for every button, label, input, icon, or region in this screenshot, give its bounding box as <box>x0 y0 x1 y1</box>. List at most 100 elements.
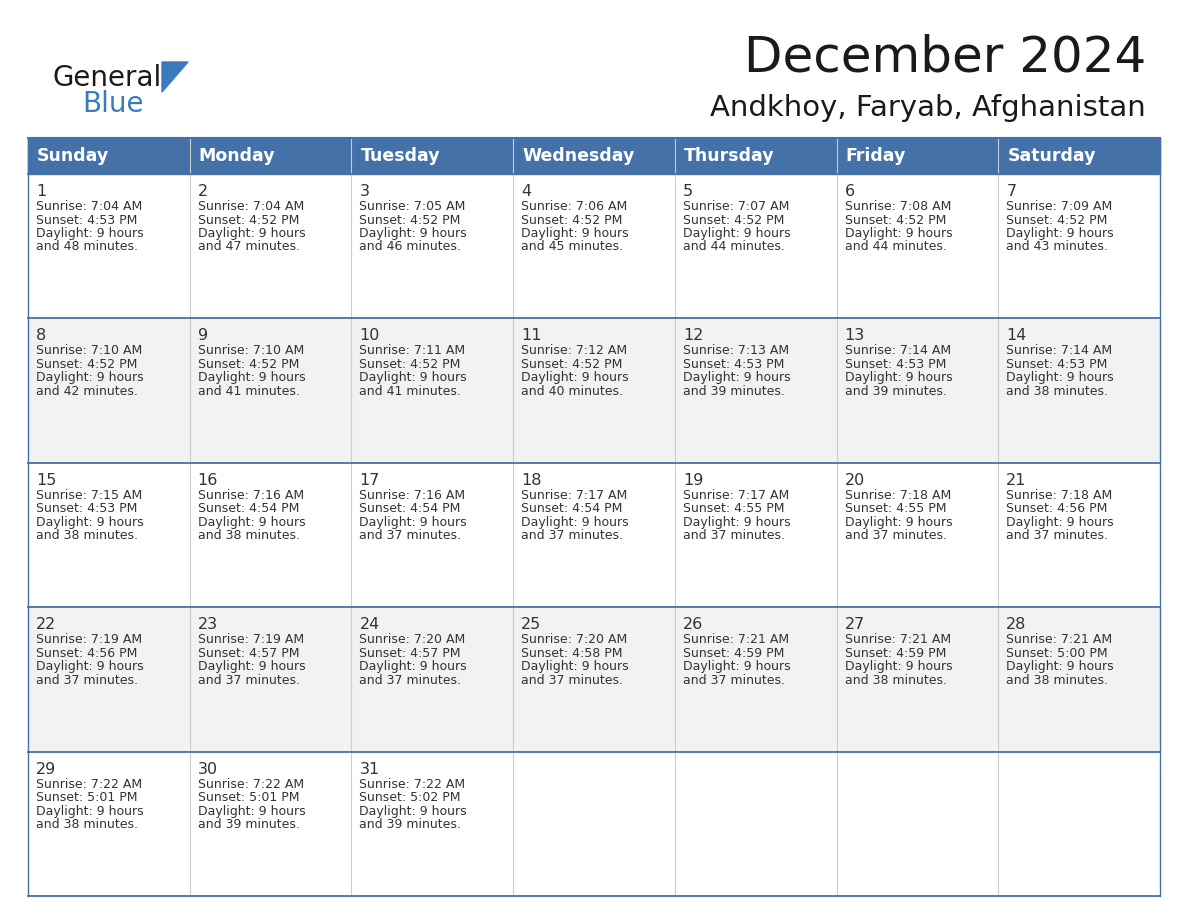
Text: Sunset: 4:56 PM: Sunset: 4:56 PM <box>36 646 138 660</box>
Text: Sunrise: 7:06 AM: Sunrise: 7:06 AM <box>522 200 627 213</box>
Text: and 38 minutes.: and 38 minutes. <box>1006 385 1108 397</box>
Text: and 37 minutes.: and 37 minutes. <box>522 674 624 687</box>
Bar <box>29 752 1159 896</box>
Text: and 38 minutes.: and 38 minutes. <box>1006 674 1108 687</box>
Text: Sunset: 4:52 PM: Sunset: 4:52 PM <box>1006 214 1107 227</box>
Text: 11: 11 <box>522 329 542 343</box>
Text: Daylight: 9 hours: Daylight: 9 hours <box>1006 660 1114 673</box>
Bar <box>29 138 1159 174</box>
Text: Sunset: 4:52 PM: Sunset: 4:52 PM <box>360 358 461 371</box>
Text: Sunset: 4:52 PM: Sunset: 4:52 PM <box>197 358 299 371</box>
Text: and 39 minutes.: and 39 minutes. <box>683 385 785 397</box>
Text: 23: 23 <box>197 617 217 633</box>
Text: Daylight: 9 hours: Daylight: 9 hours <box>683 227 790 240</box>
Text: Sunset: 4:52 PM: Sunset: 4:52 PM <box>522 214 623 227</box>
Bar <box>29 463 1159 607</box>
Text: Sunrise: 7:09 AM: Sunrise: 7:09 AM <box>1006 200 1112 213</box>
Text: Daylight: 9 hours: Daylight: 9 hours <box>197 372 305 385</box>
Text: and 45 minutes.: and 45 minutes. <box>522 241 624 253</box>
Text: Sunrise: 7:10 AM: Sunrise: 7:10 AM <box>36 344 143 357</box>
Text: 24: 24 <box>360 617 380 633</box>
Text: and 37 minutes.: and 37 minutes. <box>845 530 947 543</box>
Bar <box>29 319 1159 463</box>
Text: Daylight: 9 hours: Daylight: 9 hours <box>36 660 144 673</box>
Text: Sunset: 4:52 PM: Sunset: 4:52 PM <box>36 358 138 371</box>
Text: Sunrise: 7:21 AM: Sunrise: 7:21 AM <box>1006 633 1112 646</box>
Text: Sunrise: 7:17 AM: Sunrise: 7:17 AM <box>683 488 789 502</box>
Text: Sunset: 5:02 PM: Sunset: 5:02 PM <box>360 791 461 804</box>
Text: 26: 26 <box>683 617 703 633</box>
Text: Sunset: 4:54 PM: Sunset: 4:54 PM <box>197 502 299 515</box>
Text: December 2024: December 2024 <box>744 34 1146 82</box>
Text: Daylight: 9 hours: Daylight: 9 hours <box>683 516 790 529</box>
Text: Sunday: Sunday <box>37 147 109 165</box>
Text: Daylight: 9 hours: Daylight: 9 hours <box>1006 372 1114 385</box>
Text: and 37 minutes.: and 37 minutes. <box>197 674 299 687</box>
Text: Sunrise: 7:22 AM: Sunrise: 7:22 AM <box>360 778 466 790</box>
Text: 12: 12 <box>683 329 703 343</box>
Text: and 41 minutes.: and 41 minutes. <box>360 385 461 397</box>
Text: and 44 minutes.: and 44 minutes. <box>683 241 785 253</box>
Text: 22: 22 <box>36 617 56 633</box>
Text: Daylight: 9 hours: Daylight: 9 hours <box>845 660 953 673</box>
Text: Sunrise: 7:07 AM: Sunrise: 7:07 AM <box>683 200 789 213</box>
Text: and 48 minutes.: and 48 minutes. <box>36 241 138 253</box>
Text: Sunrise: 7:04 AM: Sunrise: 7:04 AM <box>197 200 304 213</box>
Text: Saturday: Saturday <box>1007 147 1095 165</box>
Text: Sunrise: 7:21 AM: Sunrise: 7:21 AM <box>683 633 789 646</box>
Text: Daylight: 9 hours: Daylight: 9 hours <box>522 660 628 673</box>
Text: Sunset: 4:55 PM: Sunset: 4:55 PM <box>683 502 784 515</box>
Text: Daylight: 9 hours: Daylight: 9 hours <box>197 227 305 240</box>
Text: Sunset: 4:53 PM: Sunset: 4:53 PM <box>1006 358 1107 371</box>
Text: 31: 31 <box>360 762 380 777</box>
Polygon shape <box>162 62 188 92</box>
Text: Sunrise: 7:05 AM: Sunrise: 7:05 AM <box>360 200 466 213</box>
Text: Daylight: 9 hours: Daylight: 9 hours <box>683 372 790 385</box>
Text: 16: 16 <box>197 473 219 487</box>
Text: and 37 minutes.: and 37 minutes. <box>683 530 785 543</box>
Text: Daylight: 9 hours: Daylight: 9 hours <box>36 804 144 818</box>
Text: and 43 minutes.: and 43 minutes. <box>1006 241 1108 253</box>
Text: Sunset: 4:53 PM: Sunset: 4:53 PM <box>683 358 784 371</box>
Text: Daylight: 9 hours: Daylight: 9 hours <box>683 660 790 673</box>
Text: Sunrise: 7:19 AM: Sunrise: 7:19 AM <box>197 633 304 646</box>
Text: Sunrise: 7:04 AM: Sunrise: 7:04 AM <box>36 200 143 213</box>
Text: 8: 8 <box>36 329 46 343</box>
Text: 25: 25 <box>522 617 542 633</box>
Text: Sunset: 4:59 PM: Sunset: 4:59 PM <box>845 646 946 660</box>
Text: 2: 2 <box>197 184 208 199</box>
Text: Sunset: 4:54 PM: Sunset: 4:54 PM <box>522 502 623 515</box>
Text: Sunrise: 7:20 AM: Sunrise: 7:20 AM <box>360 633 466 646</box>
Text: Daylight: 9 hours: Daylight: 9 hours <box>197 516 305 529</box>
Text: Sunrise: 7:21 AM: Sunrise: 7:21 AM <box>845 633 950 646</box>
Text: Sunrise: 7:18 AM: Sunrise: 7:18 AM <box>1006 488 1112 502</box>
Text: Daylight: 9 hours: Daylight: 9 hours <box>360 227 467 240</box>
Text: and 37 minutes.: and 37 minutes. <box>683 674 785 687</box>
Text: Sunset: 4:53 PM: Sunset: 4:53 PM <box>36 214 138 227</box>
Text: Sunrise: 7:19 AM: Sunrise: 7:19 AM <box>36 633 143 646</box>
Text: 28: 28 <box>1006 617 1026 633</box>
Text: Tuesday: Tuesday <box>360 147 440 165</box>
Text: Sunrise: 7:13 AM: Sunrise: 7:13 AM <box>683 344 789 357</box>
Text: 5: 5 <box>683 184 693 199</box>
Text: Thursday: Thursday <box>684 147 775 165</box>
Text: Sunrise: 7:16 AM: Sunrise: 7:16 AM <box>197 488 304 502</box>
Text: 27: 27 <box>845 617 865 633</box>
Text: 1: 1 <box>36 184 46 199</box>
Text: Sunrise: 7:14 AM: Sunrise: 7:14 AM <box>845 344 950 357</box>
Text: Wednesday: Wednesday <box>523 147 634 165</box>
Text: 17: 17 <box>360 473 380 487</box>
Text: Daylight: 9 hours: Daylight: 9 hours <box>36 227 144 240</box>
Text: Sunrise: 7:14 AM: Sunrise: 7:14 AM <box>1006 344 1112 357</box>
Text: Daylight: 9 hours: Daylight: 9 hours <box>36 372 144 385</box>
Text: Daylight: 9 hours: Daylight: 9 hours <box>360 372 467 385</box>
Text: and 37 minutes.: and 37 minutes. <box>36 674 138 687</box>
Text: 4: 4 <box>522 184 531 199</box>
Text: and 38 minutes.: and 38 minutes. <box>197 530 299 543</box>
Text: 18: 18 <box>522 473 542 487</box>
Text: Daylight: 9 hours: Daylight: 9 hours <box>197 804 305 818</box>
Text: Daylight: 9 hours: Daylight: 9 hours <box>522 516 628 529</box>
Text: Sunrise: 7:08 AM: Sunrise: 7:08 AM <box>845 200 950 213</box>
Text: General: General <box>52 64 162 92</box>
Text: Daylight: 9 hours: Daylight: 9 hours <box>360 804 467 818</box>
